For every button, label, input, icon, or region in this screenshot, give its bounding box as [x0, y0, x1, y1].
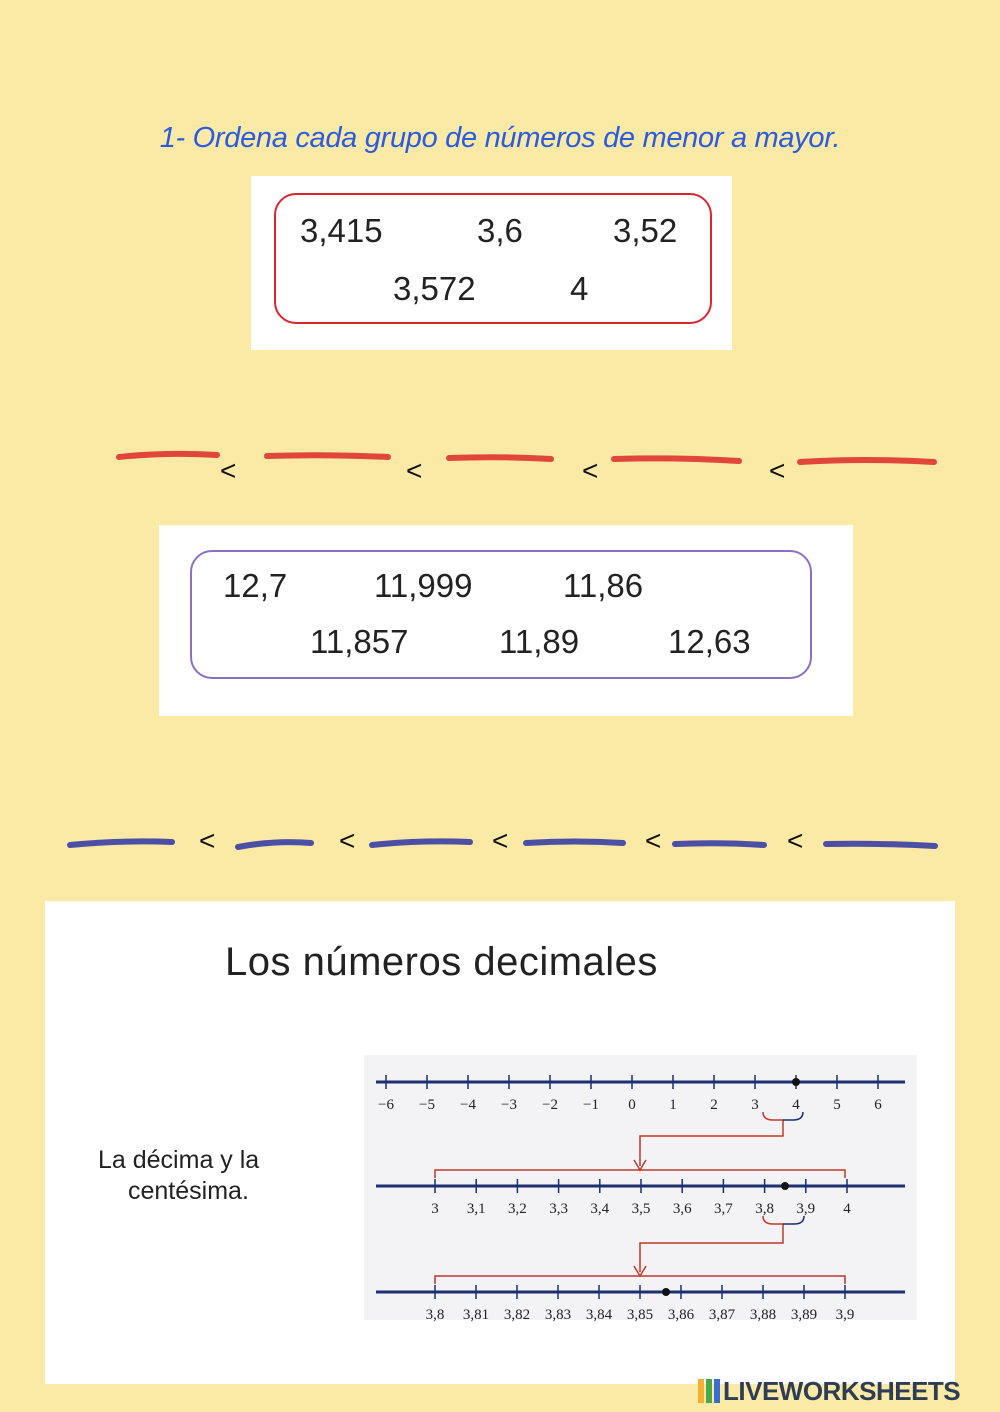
group2-number: 11,999	[374, 567, 473, 604]
tick-label: 3,3	[549, 1201, 568, 1217]
tick-label: 2	[710, 1097, 718, 1113]
group2-blank-6	[823, 840, 938, 849]
group1-blank-5	[797, 457, 937, 465]
less-than-sign: <	[582, 455, 599, 486]
zoom-connector	[639, 1111, 784, 1166]
tick-label: −1	[583, 1097, 599, 1113]
tick-label: −4	[460, 1097, 476, 1113]
tick-label: 3,6	[673, 1201, 692, 1217]
tick-label: −5	[419, 1097, 435, 1113]
tick-label: 3,87	[709, 1307, 736, 1323]
tick-label: 3,7	[714, 1201, 733, 1217]
liveworksheets-logo-icon	[698, 1379, 720, 1403]
tick-label: 3,85	[627, 1307, 653, 1323]
less-than-sign: <	[492, 825, 509, 856]
tick-label: 3	[751, 1097, 759, 1113]
less-than-sign: <	[787, 825, 804, 856]
lesson-title: Los números decimales	[225, 940, 658, 984]
group1-blank-2	[264, 452, 391, 460]
group1-number: 3,52	[613, 212, 678, 249]
tick-label: 3,2	[508, 1201, 527, 1217]
group1-number: 4	[570, 270, 589, 307]
tick-label: 3,81	[463, 1307, 489, 1323]
lesson-subtitle-line2: centésima.	[128, 1177, 249, 1205]
less-than-sign: <	[645, 825, 662, 856]
arrow-icon	[633, 1265, 647, 1278]
tick-label: 4	[843, 1201, 851, 1217]
less-than-sign: <	[339, 825, 356, 856]
less-than-sign: <	[199, 825, 216, 856]
less-than-sign: <	[220, 455, 237, 486]
tick-label: 1	[669, 1097, 677, 1113]
instruction-text: 1- Ordena cada grupo de números de menor…	[159, 122, 841, 154]
tick-label: 3,83	[545, 1307, 571, 1323]
group2-blank-3	[369, 838, 473, 848]
group2-blank-4	[523, 838, 626, 846]
tick-label: 3,89	[791, 1307, 817, 1323]
point-marker	[662, 1288, 670, 1296]
tick-label: 3,9	[836, 1307, 855, 1323]
tick-label: −6	[378, 1097, 394, 1113]
group2-number: 11,857	[310, 623, 409, 660]
tick-label: 3,8	[755, 1201, 774, 1217]
less-than-sign: <	[769, 455, 786, 486]
footer-brand-text: LIVEWORKSHEETS	[723, 1376, 961, 1406]
tick-label: 3,5	[632, 1201, 651, 1217]
group2-blank-5	[672, 840, 767, 848]
tick-label: 3,4	[590, 1201, 609, 1217]
group2-box	[190, 550, 812, 679]
group2-number: 11,89	[499, 623, 580, 660]
lesson-subtitle: La décima y la centésima.	[98, 1145, 259, 1207]
tick-label: 3,84	[586, 1307, 613, 1323]
group1-panel: 3,415 3,6 3,52 3,572 4	[251, 176, 732, 350]
group2-blank-2	[235, 839, 314, 850]
group2-panel: 12,7 11,999 11,86 11,857 11,89 12,63	[159, 525, 853, 716]
tick-label: −3	[501, 1097, 517, 1113]
tick-label: 5	[833, 1097, 841, 1113]
group1-blank-4	[611, 455, 742, 464]
group1-box	[274, 193, 712, 324]
tick-label: −2	[542, 1097, 558, 1113]
lesson-subtitle-line1: La décima y la	[98, 1146, 260, 1174]
tick-label: 4	[792, 1097, 800, 1113]
tick-label: 3,86	[668, 1307, 695, 1323]
point-marker	[781, 1182, 789, 1190]
zoom-bracket	[783, 1215, 805, 1225]
tick-label: 6	[874, 1097, 882, 1113]
group1-number: 3,415	[300, 212, 383, 249]
tick-label: 3,88	[750, 1307, 776, 1323]
zoom-connector	[639, 1215, 784, 1272]
less-than-sign: <	[406, 455, 423, 486]
group1-blank-1	[116, 450, 220, 460]
tick-label: 3,1	[467, 1201, 486, 1217]
group1-number: 3,6	[477, 212, 523, 249]
tick-label: 3,8	[426, 1307, 445, 1323]
footer-brand: LIVEWORKSHEETS	[698, 1376, 961, 1407]
group1-number: 3,572	[393, 270, 476, 307]
group2-blank-1	[67, 838, 175, 848]
tick-label: 3	[431, 1201, 439, 1217]
group1-blank-3	[446, 454, 554, 462]
tick-label: 0	[628, 1097, 636, 1113]
zoom-bracket	[783, 1111, 804, 1121]
point-marker	[792, 1078, 800, 1086]
group2-number: 12,7	[223, 567, 288, 604]
group2-number: 11,86	[563, 567, 644, 604]
arrow-icon	[633, 1159, 647, 1172]
tick-label: 3,82	[504, 1307, 530, 1323]
group2-number: 12,63	[668, 623, 751, 660]
tick-label: 3,9	[796, 1201, 815, 1217]
